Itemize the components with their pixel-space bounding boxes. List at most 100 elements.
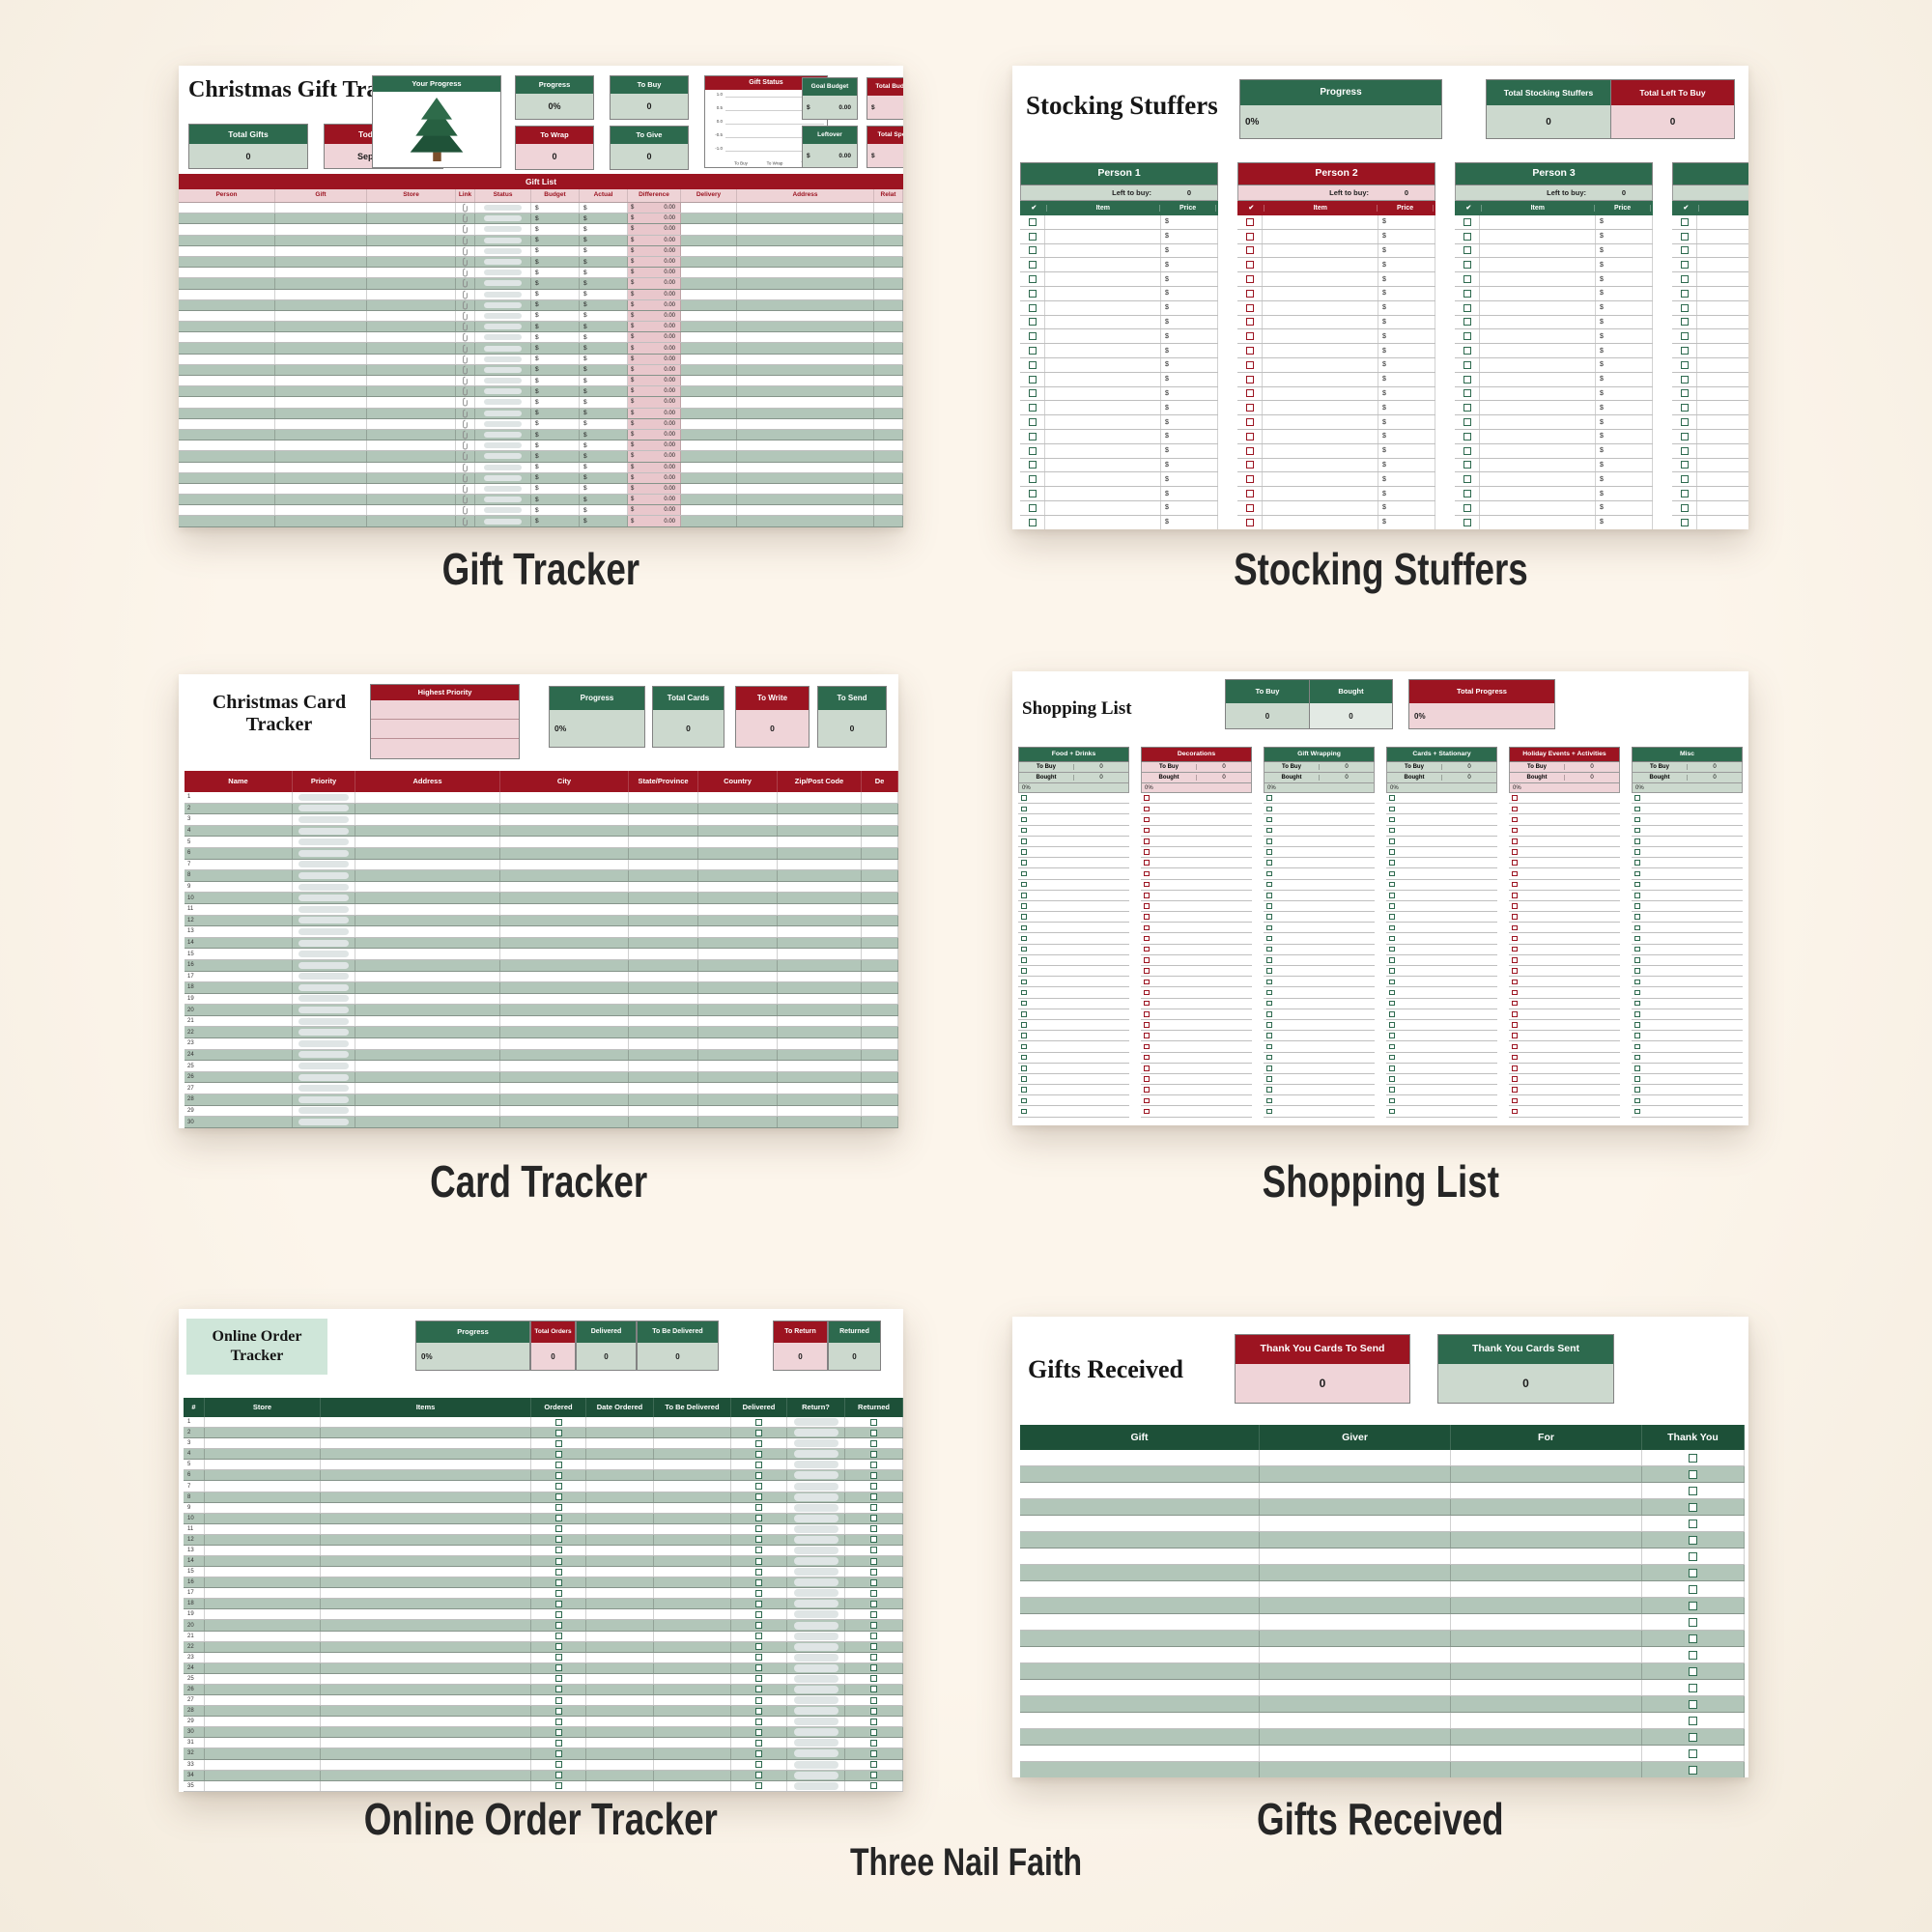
table-row[interactable]: 19 [184,1609,903,1621]
checkbox[interactable] [1266,1033,1272,1038]
table-row[interactable] [1020,1647,1745,1663]
priority-pill[interactable] [298,1095,349,1103]
checkbox[interactable] [1389,935,1395,942]
checkbox[interactable] [1245,261,1254,270]
list-row[interactable] [1386,825,1497,837]
checkbox[interactable] [1021,1076,1027,1082]
list-row[interactable] [1509,977,1620,988]
checkbox[interactable] [1689,1617,1697,1627]
checkbox[interactable] [1463,461,1471,469]
checkbox[interactable] [1680,404,1689,412]
list-row[interactable] [1018,1052,1129,1064]
return-pill[interactable] [793,1610,838,1619]
checkbox[interactable] [1266,1054,1272,1061]
checkbox[interactable] [755,1686,762,1693]
table-row[interactable]: 11 [184,1523,903,1535]
checkbox[interactable] [554,1471,562,1479]
checkbox[interactable] [554,1643,562,1651]
checkbox[interactable] [1689,1765,1697,1775]
checkbox[interactable] [1689,1666,1697,1676]
checkbox[interactable] [1021,924,1027,931]
table-row[interactable]: $ $ $0.00 [179,408,903,419]
checkbox[interactable] [1512,1011,1518,1017]
checkbox[interactable] [1028,475,1037,484]
table-row[interactable]: 10 [184,1513,903,1524]
priority-pill[interactable] [298,939,349,947]
checkbox[interactable] [755,1772,762,1779]
checkbox[interactable] [554,1610,562,1618]
list-row[interactable] [1386,900,1497,913]
link-icon[interactable] [462,451,469,461]
table-row[interactable] [1020,1483,1745,1499]
return-pill[interactable] [793,1514,838,1522]
list-row[interactable] [1386,1085,1497,1096]
checkbox[interactable] [554,1686,562,1693]
table-row[interactable]: $ [1455,386,1653,402]
list-row[interactable] [1018,879,1129,891]
checkbox[interactable] [1144,893,1150,898]
table-row[interactable] [1020,1663,1745,1680]
list-row[interactable] [1386,998,1497,1009]
list-row[interactable] [1386,933,1497,945]
checkbox[interactable] [1689,1453,1697,1463]
table-row[interactable] [1020,1762,1745,1777]
checkbox[interactable] [1245,217,1254,226]
list-row[interactable] [1509,933,1620,945]
list-row[interactable] [1264,804,1375,815]
table-row[interactable]: $ [1672,415,1748,430]
list-row[interactable] [1141,944,1252,955]
checkbox[interactable] [755,1439,762,1447]
list-row[interactable] [1264,846,1375,859]
checkbox[interactable] [755,1675,762,1683]
link-icon[interactable] [462,300,469,310]
checkbox[interactable] [1266,893,1272,898]
table-row[interactable]: 4 [185,825,898,838]
table-row[interactable] [1020,1581,1745,1598]
list-row[interactable] [1509,923,1620,934]
list-row[interactable] [1632,1052,1743,1064]
link-icon[interactable] [462,290,469,299]
list-row[interactable] [1141,998,1252,1009]
table-row[interactable]: $ [1672,386,1748,402]
table-row[interactable]: 16 [184,1577,903,1589]
table-row[interactable]: 21 [185,1015,898,1028]
checkbox[interactable] [1463,360,1471,369]
checkbox[interactable] [1021,893,1027,898]
table-row[interactable]: $ $ $0.00 [179,213,903,225]
table-row[interactable]: $ [1020,272,1218,287]
checkbox[interactable] [1463,446,1471,455]
link-icon[interactable] [462,386,469,396]
checkbox[interactable] [1512,870,1518,877]
checkbox[interactable] [1266,827,1272,834]
checkbox[interactable] [870,1643,877,1651]
checkbox[interactable] [1266,1076,1272,1082]
checkbox[interactable] [1634,903,1640,909]
checkbox[interactable] [1144,1054,1150,1061]
list-row[interactable] [1141,1106,1252,1118]
list-row[interactable] [1018,1095,1129,1107]
checkbox[interactable] [1512,795,1518,801]
table-row[interactable]: $ $ $0.00 [179,462,903,473]
list-row[interactable] [1018,858,1129,869]
table-row[interactable]: $ [1455,243,1653,259]
checkbox[interactable] [1021,1108,1027,1115]
checkbox[interactable] [755,1450,762,1458]
checkbox[interactable] [755,1429,762,1436]
checkbox[interactable] [1512,957,1518,963]
status-pill[interactable] [484,226,522,233]
checkbox[interactable] [1021,989,1027,996]
list-row[interactable] [1386,954,1497,966]
checkbox[interactable] [1512,989,1518,996]
checkbox[interactable] [870,1450,877,1458]
checkbox[interactable] [870,1772,877,1779]
checkbox[interactable] [1634,914,1640,920]
table-row[interactable]: $ [1237,315,1435,330]
checkbox[interactable] [1389,1000,1395,1007]
return-pill[interactable] [793,1429,838,1437]
table-row[interactable]: $ [1020,472,1218,488]
table-row[interactable]: $ [1455,500,1653,516]
checkbox[interactable] [554,1461,562,1468]
checkbox[interactable] [1512,881,1518,888]
priority-pill[interactable] [298,871,349,879]
checkbox[interactable] [755,1718,762,1725]
